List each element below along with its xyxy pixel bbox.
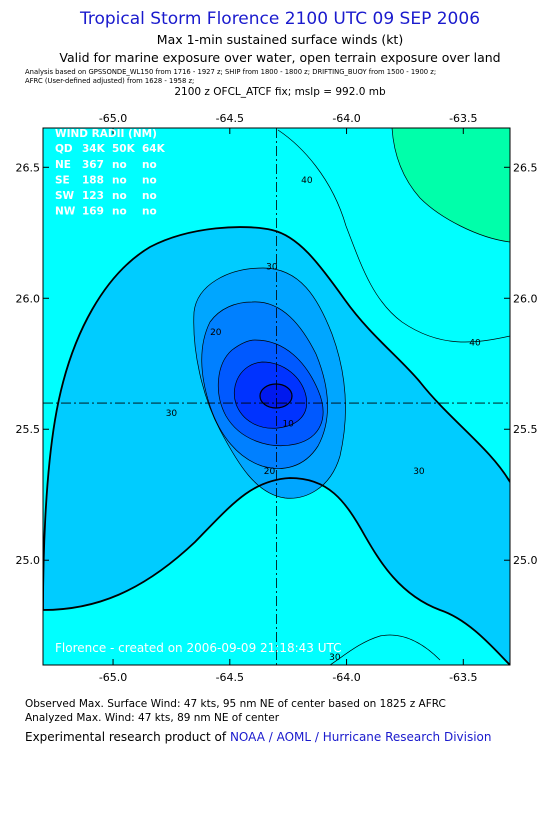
wind-radii-cell: no <box>142 190 157 202</box>
wind-radii-cell: SE <box>55 175 70 187</box>
hrd-link[interactable]: NOAA / AOML / Hurricane Research Divisio… <box>229 730 492 744</box>
wind-radii-cell: no <box>112 190 127 202</box>
wind-radii-cell: SW <box>55 190 75 202</box>
wind-radii-table: WIND RADII (NM) QD 34K 50K 64K NE 367 no no SE 18… <box>55 128 166 218</box>
x-tick-label-bottom: -64.5 <box>216 671 244 684</box>
chart-subtitle-exposure: Valid for marine exposure over water, op… <box>59 50 501 65</box>
axis-ticks <box>43 128 510 665</box>
x-tick-label-bottom: -64.0 <box>332 671 360 684</box>
wind-radii-cell: 169 <box>82 206 104 218</box>
contour-lines <box>43 128 510 665</box>
analysis-sources-line2: AFRC (User-defined adjusted) from 1628 -… <box>25 77 195 85</box>
contour-label: 30 <box>266 262 278 272</box>
wind-radii-header-cell: 34K <box>82 143 106 155</box>
contour-30-bottom <box>329 634 441 665</box>
contour-label: 10 <box>282 420 294 430</box>
y-tick-label-right: 25.5 <box>513 423 538 436</box>
contour-15 <box>201 301 328 469</box>
analysis-sources-line1: Analysis based on GPSSONDE_WL150 from 17… <box>25 68 437 76</box>
wind-radii-header-cell: QD <box>55 143 73 155</box>
observed-max-wind: Observed Max. Surface Wind: 47 kts, 95 n… <box>25 698 446 710</box>
wind-radii-cell: no <box>142 159 157 171</box>
center-crosshair <box>43 128 510 665</box>
contour-label: 30 <box>166 409 178 419</box>
fix-info: 2100 z OFCL_ATCF fix; mslp = 992.0 mb <box>174 86 386 98</box>
x-tick-label-top: -65.0 <box>99 112 127 125</box>
wind-radii-cell: no <box>112 175 127 187</box>
contour-label: 30 <box>329 653 341 663</box>
contour-label: 40 <box>301 176 313 186</box>
analyzed-max-wind: Analyzed Max. Wind: 47 kts, 89 nm NE of … <box>25 712 280 724</box>
wind-radii-cell: no <box>112 206 127 218</box>
chart-title: Tropical Storm Florence 2100 UTC 09 SEP … <box>79 9 481 29</box>
y-tick-label-left: 25.0 <box>16 554 41 567</box>
x-tick-label-bottom: -63.5 <box>449 671 477 684</box>
x-tick-label-top: -63.5 <box>449 112 477 125</box>
fill-core-region <box>260 384 292 408</box>
contour-label: 20 <box>264 467 276 477</box>
chart-subtitle-units: Max 1-min sustained surface winds (kt) <box>156 32 404 47</box>
wind-radii-cell: 367 <box>82 159 104 171</box>
contour-5 <box>233 361 308 429</box>
contour-20 <box>193 267 346 499</box>
fill-high-region <box>392 128 510 242</box>
contour-fills: 40 40 30 30 30 30 20 20 10 <box>43 128 510 665</box>
y-tick-label-left: 26.0 <box>16 292 41 305</box>
wind-radii-cell: no <box>112 159 127 171</box>
contour-high <box>391 128 510 243</box>
y-tick-label-left: 25.5 <box>16 423 41 436</box>
y-tick-label-right: 26.5 <box>513 161 538 174</box>
wind-radii-header-cell: 64K <box>142 143 166 155</box>
contour-30-upper <box>43 226 510 611</box>
contour-label: 30 <box>413 467 425 477</box>
creation-note: Florence - created on 2006-09-09 21:18:4… <box>55 641 342 655</box>
x-tick-label-top: -64.0 <box>332 112 360 125</box>
x-tick-label-top: -64.5 <box>216 112 244 125</box>
wind-radii-cell: 123 <box>82 190 104 202</box>
wind-radii-cell: NE <box>55 159 71 171</box>
wind-radii-cell: no <box>142 206 157 218</box>
plot-frame <box>42 127 511 666</box>
wind-radii-cell: 188 <box>82 175 104 187</box>
contour-label: 40 <box>469 338 481 348</box>
credit-line: Experimental research product of NOAA / … <box>25 730 492 744</box>
axis-tick-labels: -65.0 -65.0 -64.5 -64.5 -64.0 -64.0 -63.5 -63.5… <box>16 112 538 684</box>
contour-label-group: 40 40 30 30 30 30 20 20 10 <box>166 176 481 663</box>
contour-label: 20 <box>210 328 222 338</box>
y-tick-label-right: 25.0 <box>513 554 538 567</box>
credit-prefix: Experimental research product of <box>25 730 227 744</box>
y-tick-label-right: 26.0 <box>513 292 538 305</box>
wind-radii-header-cell: 50K <box>112 143 136 155</box>
wind-radii-cell: no <box>142 175 157 187</box>
contour-40-top <box>277 129 510 343</box>
x-tick-label-bottom: -65.0 <box>99 671 127 684</box>
contour-core <box>259 383 293 409</box>
contour-10 <box>217 339 324 447</box>
wind-radii-title: WIND RADII (NM) <box>55 128 157 140</box>
y-tick-label-left: 26.5 <box>16 161 41 174</box>
wind-radii-cell: NW <box>55 206 76 218</box>
contour-30-main <box>43 477 510 665</box>
